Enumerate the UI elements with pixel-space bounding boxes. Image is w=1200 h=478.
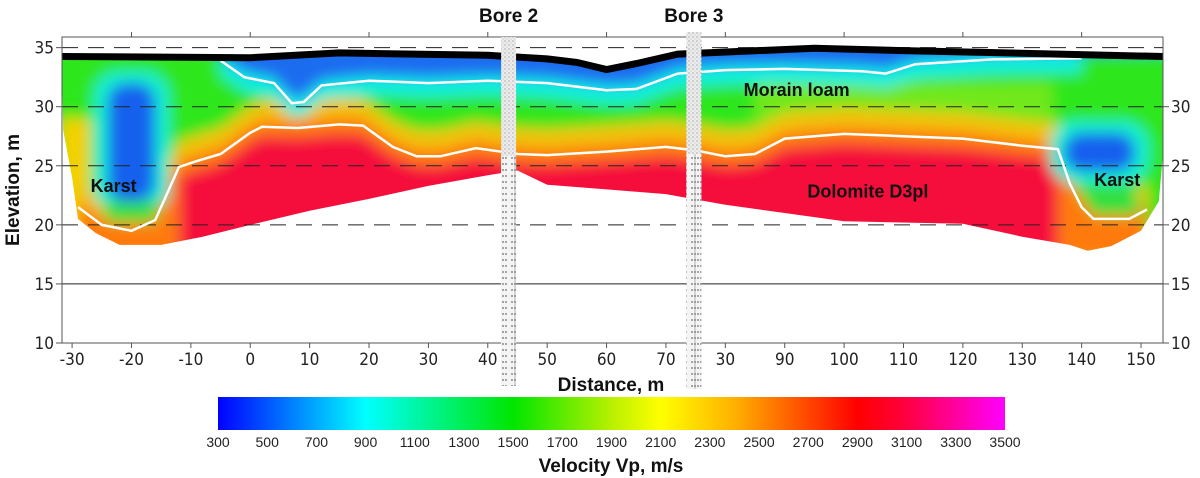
colorbar-ticks: 300 500 700 900 1100 1300 1500 1700 1900 2100 2300… [206, 434, 1020, 450]
x-axis-label: Distance, m [558, 375, 665, 396]
grid-lines [62, 47, 1163, 285]
x-tick-label: 130 [1008, 350, 1037, 370]
colorbar-tick-label: 900 [354, 434, 378, 450]
plot-frame [61, 36, 1164, 344]
annotation-label: Morain loam [744, 80, 850, 100]
axis-ticks: -30 -20 -10 0 10 20 30 40 50 60 70 30 90 100 110 120 130… [35, 32, 1190, 370]
y-tick-label-left: 30 [35, 98, 54, 118]
x-tick-label: 110 [889, 350, 918, 370]
colorbar-tick-label: 1300 [448, 434, 479, 450]
borehole-3: Bore 3 [664, 6, 723, 389]
colorbar-tick-label: 1100 [400, 434, 430, 450]
x-tick-label: 0 [245, 350, 255, 370]
karst-left-fill [101, 201, 162, 223]
colorbar-tick-label: 2700 [793, 434, 824, 450]
borehole-label: Bore 2 [479, 6, 538, 27]
colorbar-tick-label: 500 [256, 434, 280, 450]
annotation-label: Dolomite D3pl [807, 182, 928, 202]
x-tick-label: 90 [775, 350, 794, 370]
ground-surface-line [61, 44, 1164, 74]
y-tick-label-left: 20 [35, 216, 54, 236]
x-tick-label: -30 [60, 350, 85, 370]
colorbar-tick-label: 1500 [498, 434, 529, 450]
colorbar-tick-label: 700 [305, 434, 329, 450]
borehole-lithology-log [501, 156, 517, 386]
x-tick-label: 150 [1126, 350, 1155, 370]
x-tick-label: 140 [1067, 350, 1096, 370]
annotation-label: Karst [91, 176, 137, 196]
colorbar-tick-label: 3100 [891, 434, 922, 450]
x-tick-label: -10 [178, 350, 203, 370]
karst-left-anomaly [107, 83, 156, 202]
annotations: Karst Morain loam Dolomite D3pl Karst [91, 80, 1141, 202]
y-axis-label: Elevation, m [3, 134, 24, 246]
borehole-2: Bore 2 [479, 6, 538, 386]
annotation-label: Karst [1094, 170, 1140, 190]
borehole-lithology-log [686, 153, 702, 389]
colorbar-tick-label: 3500 [989, 434, 1020, 450]
colorbar-tick-label: 2300 [694, 434, 725, 450]
x-tick-label: 60 [597, 350, 616, 370]
x-tick-label: 70 [656, 350, 675, 370]
karst-right-fill [1072, 183, 1141, 216]
x-tick-label: 120 [948, 350, 977, 370]
x-tick-label: 40 [478, 350, 497, 370]
y-tick-label-left: 15 [35, 275, 54, 295]
bedrock-boundary-line [77, 123, 1148, 233]
colorbar-tick-label: 1700 [547, 434, 578, 450]
y-tick-label-right: 10 [1171, 334, 1190, 354]
low-velocity-boundary-line [219, 57, 1082, 105]
colorbar-tick-label: 1900 [596, 434, 627, 450]
colorbar-tick-label: 2100 [645, 434, 676, 450]
x-tick-label: 10 [300, 350, 319, 370]
colorbar-tick-label: 2900 [842, 434, 873, 450]
x-tick-label: 30 [716, 350, 735, 370]
boreholes: Bore 2 Bore 3 [479, 6, 723, 389]
y-tick-label-right: 20 [1171, 216, 1190, 236]
x-tick-label: 50 [537, 350, 556, 370]
colorbar-tick-label: 2500 [743, 434, 774, 450]
colorbar-label: Velocity Vp, m/s [539, 456, 684, 477]
x-tick-label: 100 [830, 350, 859, 370]
x-tick-label: 20 [359, 350, 378, 370]
y-tick-label-left: 35 [35, 39, 54, 59]
colorbar-tick-label: 3300 [940, 434, 971, 450]
y-tick-label-right: 25 [1171, 157, 1190, 177]
y-tick-label-left: 10 [35, 334, 54, 354]
interpreted-boundaries [61, 44, 1164, 233]
colorbar-tick-label: 300 [206, 434, 230, 450]
borehole-label: Bore 3 [664, 6, 723, 27]
colorbar [218, 397, 1005, 430]
y-tick-label-right: 30 [1171, 98, 1190, 118]
x-tick-label: 30 [419, 350, 438, 370]
y-tick-label-right: 15 [1171, 275, 1190, 295]
y-tick-label-left: 25 [35, 157, 54, 177]
karst-right-anomaly [1063, 132, 1136, 172]
x-tick-label: -20 [119, 350, 144, 370]
